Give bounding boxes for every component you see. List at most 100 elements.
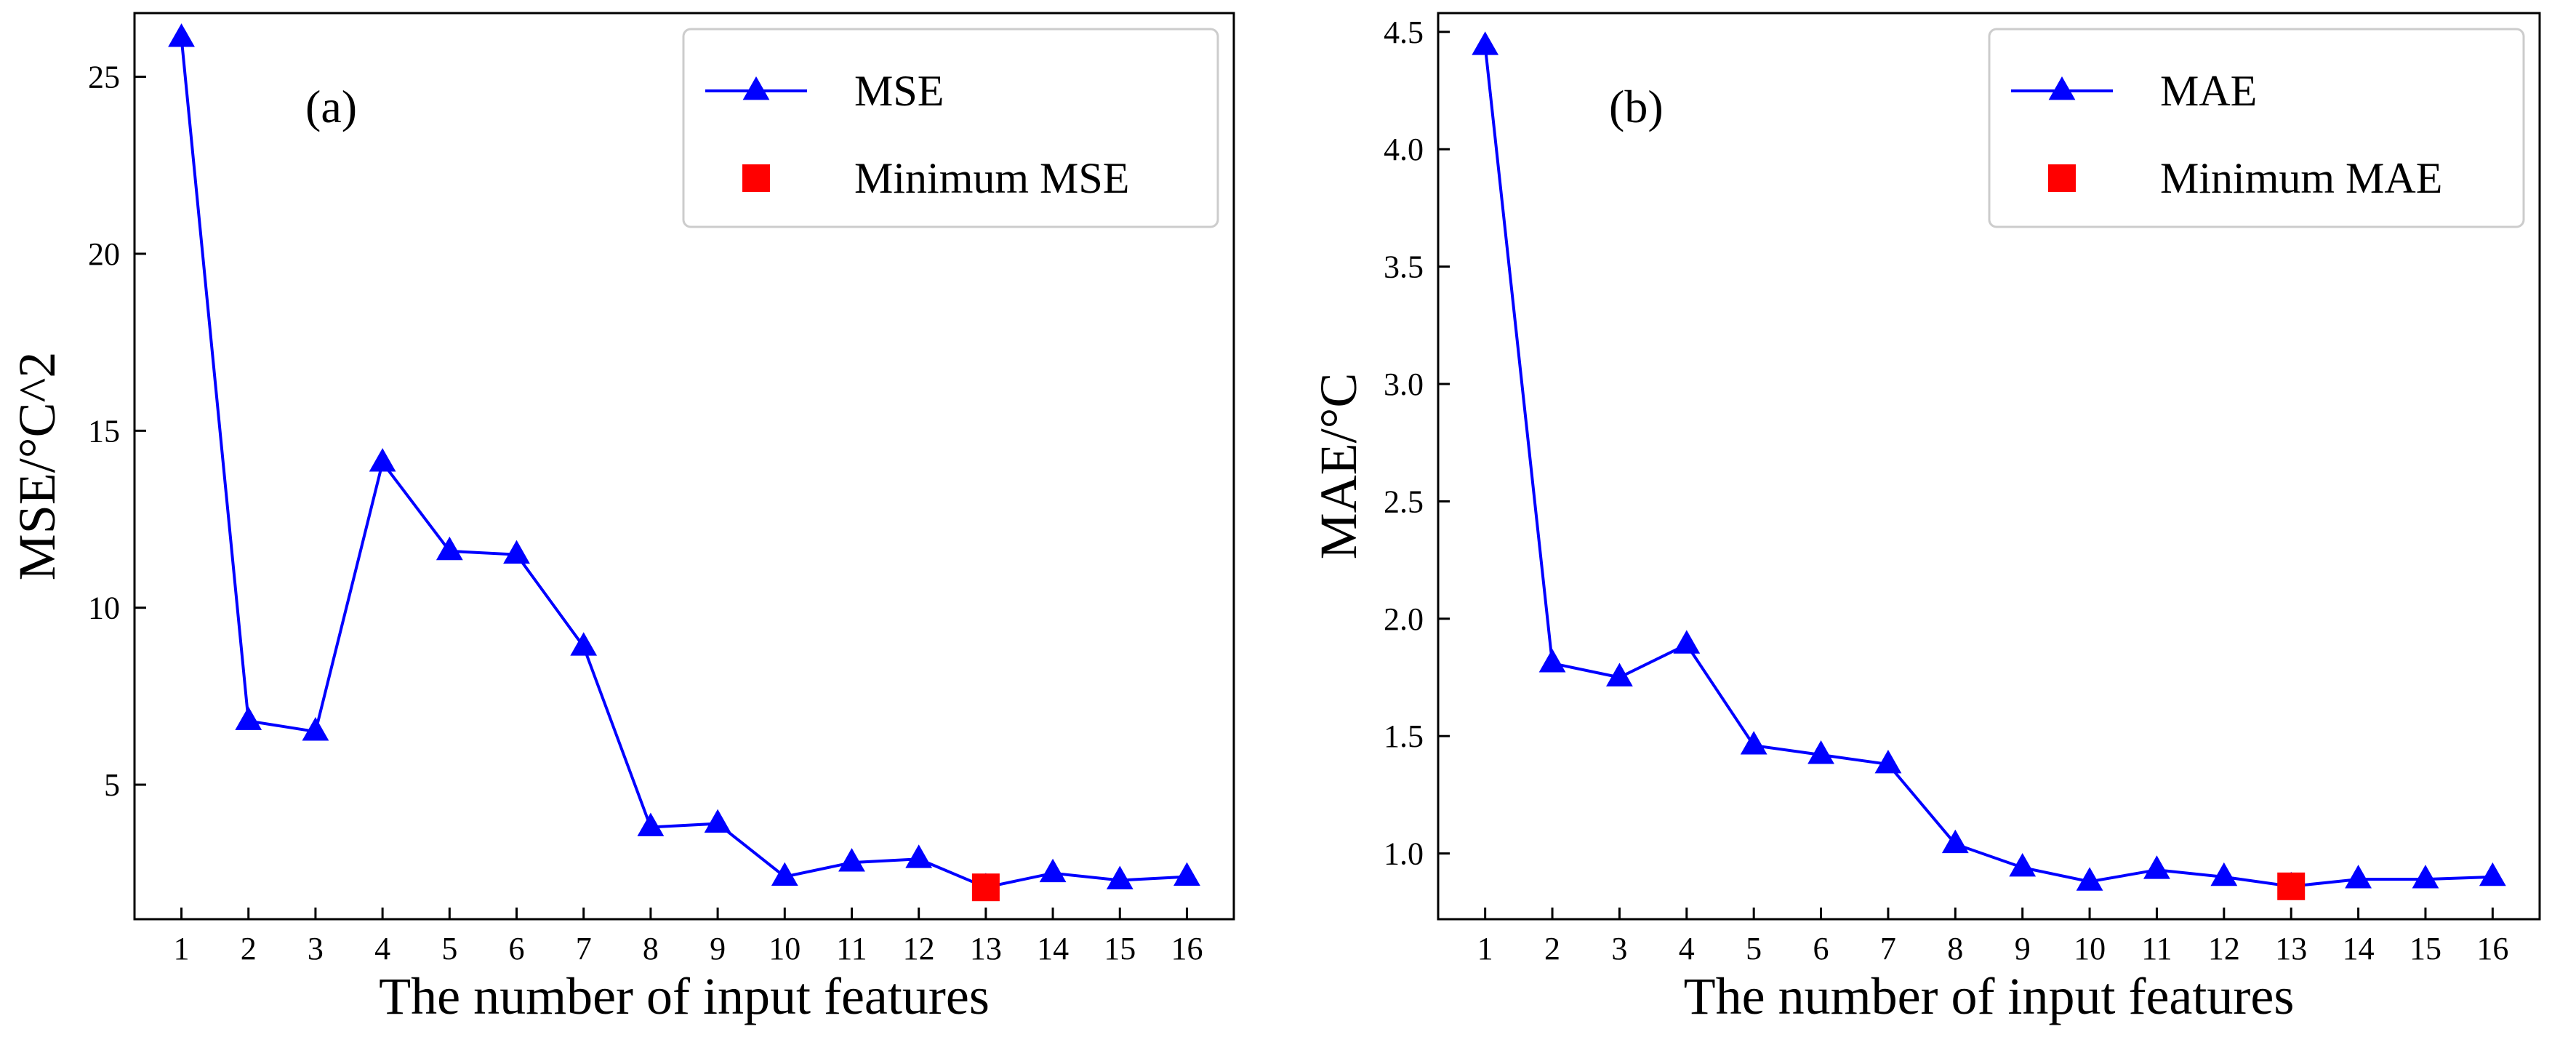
data-point — [570, 632, 598, 656]
x-tick-label: 5 — [441, 931, 457, 966]
legend-label: MSE — [854, 67, 944, 115]
y-tick-label: 25 — [88, 60, 120, 95]
x-tick-label: 9 — [2015, 931, 2031, 966]
x-tick-label: 6 — [509, 931, 525, 966]
plot-frame — [1437, 12, 2541, 921]
data-point — [1606, 662, 1633, 686]
y-tick-label: 20 — [88, 236, 120, 272]
data-point — [1538, 649, 1566, 673]
x-tick-label: 3 — [308, 931, 324, 966]
x-tick-label: 3 — [1611, 931, 1627, 966]
series-line — [180, 37, 1187, 889]
data-point — [1106, 865, 1133, 889]
minimum-marker — [2277, 872, 2306, 900]
x-tick-label: 10 — [2074, 931, 2106, 966]
x-tick-label: 14 — [2343, 931, 2375, 966]
x-tick-label: 7 — [1880, 931, 1896, 966]
y-axis-label: MSE/°C^2 — [8, 352, 66, 581]
x-tick-label: 4 — [374, 931, 390, 966]
x-tick-label: 13 — [2275, 931, 2307, 966]
x-tick-label: 2 — [1544, 931, 1560, 966]
data-point — [436, 536, 463, 561]
legend-minimum-swatch — [742, 164, 770, 192]
y-tick-label: 5 — [104, 767, 120, 803]
x-tick-label: 16 — [1171, 931, 1203, 966]
legend-label: MAE — [2160, 67, 2257, 115]
x-tick-label: 5 — [1746, 931, 1762, 966]
panel-label: (b) — [1609, 81, 1664, 132]
data-point — [1740, 731, 1768, 755]
x-axis-label: The number of input features — [1684, 967, 2295, 1025]
x-tick-label: 12 — [903, 931, 935, 966]
y-tick-label: 2.0 — [1384, 601, 1424, 637]
x-tick-label: 13 — [970, 931, 1002, 966]
y-tick-label: 3.0 — [1384, 367, 1424, 402]
data-point — [2009, 852, 2037, 877]
minimum-marker — [971, 873, 1000, 902]
panel-label: (a) — [305, 81, 357, 132]
data-point — [905, 844, 933, 868]
data-point — [1173, 862, 1200, 886]
x-tick-label: 14 — [1037, 931, 1069, 966]
x-tick-label: 8 — [1947, 931, 1963, 966]
x-axis-label: The number of input features — [379, 967, 990, 1025]
y-tick-label: 4.0 — [1384, 132, 1424, 167]
data-point — [369, 448, 396, 472]
x-tick-label: 16 — [2476, 931, 2508, 966]
data-point — [2210, 862, 2238, 886]
chart-panel-b: 1 2 3 4 5 6 7 8 9 10 11 12 13 14 15 161.01.52.02.53.03.… — [1309, 12, 2541, 1025]
data-point — [838, 848, 865, 872]
data-point — [2076, 867, 2103, 891]
y-tick-label: 2.5 — [1384, 484, 1424, 519]
legend-marker-swatch — [742, 76, 770, 100]
data-point — [1472, 31, 1499, 55]
x-tick-label: 11 — [836, 931, 867, 966]
x-tick-label: 11 — [2141, 931, 2172, 966]
x-tick-label: 1 — [174, 931, 190, 966]
x-tick-label: 9 — [710, 931, 726, 966]
legend-box — [1988, 28, 2525, 228]
legend-box — [682, 28, 1219, 228]
x-tick-label: 8 — [643, 931, 659, 966]
y-tick-label: 15 — [88, 413, 120, 449]
y-tick-label: 3.5 — [1384, 249, 1424, 285]
data-point — [637, 812, 665, 836]
data-point — [302, 717, 329, 741]
x-tick-label: 2 — [241, 931, 257, 966]
x-tick-label: 6 — [1813, 931, 1829, 966]
y-tick-label: 1.5 — [1384, 718, 1424, 754]
data-point — [2143, 855, 2170, 879]
legend-minimum-swatch — [2048, 164, 2076, 192]
data-point — [771, 862, 798, 886]
x-tick-label: 10 — [769, 931, 801, 966]
x-tick-label: 1 — [1477, 931, 1493, 966]
y-tick-label: 1.0 — [1384, 836, 1424, 872]
x-tick-label: 12 — [2208, 931, 2240, 966]
series-line — [1483, 45, 2493, 888]
data-point — [235, 706, 262, 730]
data-point — [503, 540, 530, 564]
data-point — [1807, 740, 1834, 764]
x-tick-label: 15 — [1104, 931, 1136, 966]
x-tick-label: 15 — [2410, 931, 2441, 966]
data-point — [2412, 865, 2439, 889]
data-point — [2479, 862, 2506, 886]
y-axis-label: MAE/°C — [1309, 373, 1368, 560]
data-point — [704, 809, 731, 833]
data-point — [1673, 630, 1701, 654]
legend-label: Minimum MAE — [2160, 154, 2442, 202]
legend-label: Minimum MSE — [854, 154, 1129, 202]
y-tick-label: 4.5 — [1384, 15, 1424, 50]
data-point — [1874, 749, 1902, 774]
data-point — [1039, 858, 1067, 883]
data-point — [2345, 865, 2372, 889]
plot-frame — [133, 12, 1235, 921]
data-point — [1941, 829, 1969, 854]
data-point — [168, 23, 195, 47]
x-tick-label: 7 — [576, 931, 592, 966]
y-tick-label: 10 — [88, 590, 120, 626]
legend-marker-swatch — [2048, 76, 2076, 100]
